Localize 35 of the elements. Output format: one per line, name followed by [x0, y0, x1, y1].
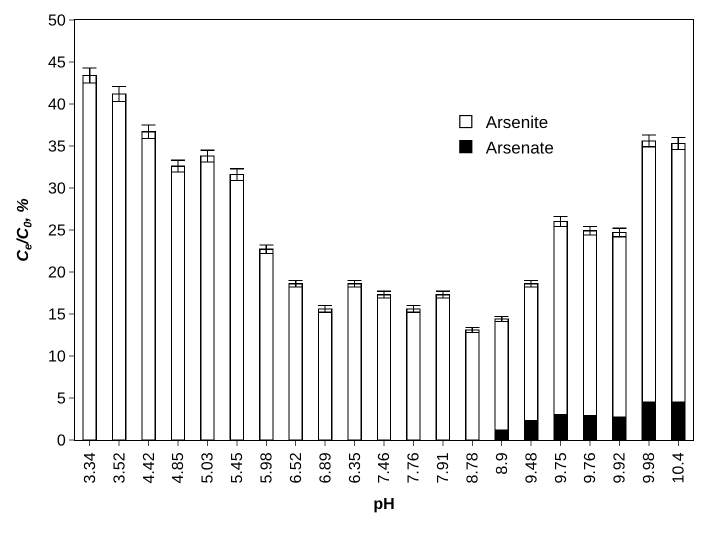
x-tick-label: 6.35 — [346, 452, 364, 484]
x-tick-label: 7.76 — [406, 452, 423, 484]
x-tick-label: 9.92 — [612, 452, 629, 484]
legend-label: Arsenite — [486, 113, 548, 132]
y-tick-label: 0 — [56, 432, 66, 450]
legend-label: Arsenate — [486, 138, 554, 158]
x-tick-label: 5.98 — [258, 452, 276, 484]
x-tick-label: 9.75 — [552, 452, 570, 484]
x-tick-label: 4.85 — [170, 452, 188, 484]
x-tick-label: 6.89 — [317, 452, 334, 484]
x-tick-label: 9.48 — [523, 452, 540, 484]
x-tick-label: 8.78 — [464, 452, 482, 484]
x-tick-label: 10.4 — [670, 452, 688, 484]
y-tick-label: 15 — [48, 306, 66, 324]
x-tick-label: 7.91 — [435, 452, 452, 484]
x-tick-label: 8.9 — [494, 452, 511, 475]
y-tick-label: 25 — [48, 222, 66, 240]
x-tick-label: 3.34 — [82, 452, 99, 484]
y-tick-label: 45 — [48, 54, 66, 72]
y-tick-label: 40 — [48, 96, 66, 114]
y-tick-label: 5 — [56, 390, 66, 408]
y-tick-label: 50 — [48, 12, 66, 30]
x-tick-label: 9.98 — [641, 452, 658, 484]
x-tick-label: 9.76 — [582, 452, 600, 484]
x-tick-label: 3.52 — [111, 452, 128, 484]
y-tick-label: 10 — [48, 348, 66, 366]
y-tick-label: 35 — [48, 138, 66, 156]
x-tick-label: 5.45 — [229, 452, 246, 484]
x-axis-title: pH — [373, 496, 395, 514]
x-tick-label: 4.42 — [140, 452, 158, 484]
y-tick-label: 30 — [48, 180, 66, 198]
x-tick-label: 5.03 — [200, 452, 217, 484]
x-tick-label: 6.52 — [288, 452, 305, 484]
x-tick-label: 7.46 — [376, 452, 394, 484]
y-tick-label: 20 — [48, 264, 66, 282]
